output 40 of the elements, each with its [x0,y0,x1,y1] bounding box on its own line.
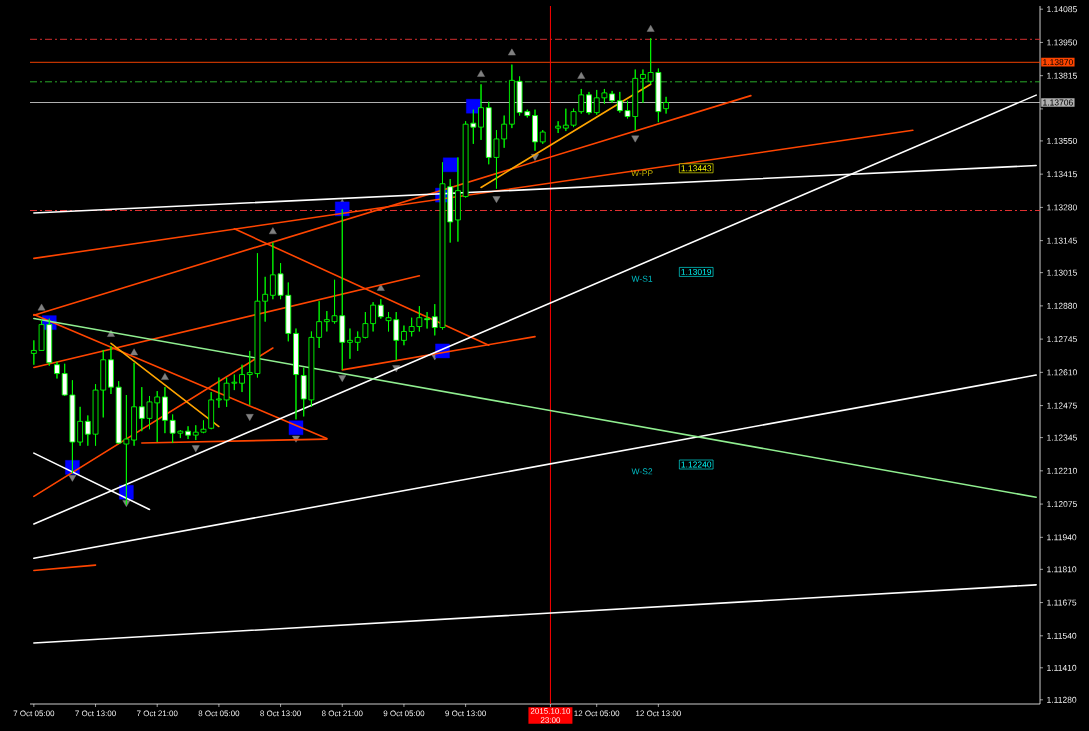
y-tick-label: 1.14085 [1047,6,1077,13]
ref-line-label: 1.13870 [1043,59,1073,66]
y-tick-label: 1.13950 [1047,39,1077,46]
y-tick-label: 1.13415 [1047,171,1077,178]
x-tick-label: 7 Oct 05:00 [13,710,55,717]
annotation: W-S2 [631,468,653,475]
y-tick-label: 1.12745 [1047,336,1077,343]
y-tick-label: 1.11280 [1047,696,1077,703]
y-tick-label: 1.13015 [1047,269,1077,276]
y-tick-label: 1.12880 [1047,302,1077,309]
annotation: W-PP [631,170,653,177]
y-tick-label: 1.12475 [1047,402,1077,409]
x-tick-label: 8 Oct 13:00 [260,710,301,717]
y-tick-label: 1.11810 [1047,566,1077,573]
y-tick-label: 1.13815 [1047,72,1077,79]
y-tick-label: 1.11410 [1047,664,1077,671]
y-tick-label: 1.11540 [1047,632,1077,639]
annotation: W-S1 [631,275,653,282]
x-tick-label: 2015.10.10 23:00 [530,708,571,723]
x-tick-label: 12 Oct 05:00 [574,710,620,717]
y-tick-label: 1.12210 [1047,467,1077,474]
annotation: 1.13443 [681,165,712,172]
y-tick-label: 1.12075 [1047,501,1077,508]
annotation: 1.13019 [681,268,712,275]
y-tick-label: 1.11940 [1047,534,1077,541]
x-tick-label: 7 Oct 21:00 [136,710,178,717]
y-tick-label: 1.13550 [1047,137,1077,144]
y-tick-label: 1.12610 [1047,369,1077,376]
x-tick-label: 8 Oct 05:00 [198,710,240,717]
x-tick-label: 9 Oct 13:00 [445,710,486,717]
x-tick-label: 12 Oct 13:00 [636,710,681,717]
y-tick-label: 1.13145 [1047,237,1077,244]
y-tick-label: 1.12345 [1047,434,1077,441]
x-tick-label: 7 Oct 13:00 [75,710,116,717]
x-tick-label: 9 Oct 05:00 [383,710,425,717]
x-tick-label: 8 Oct 21:00 [321,710,363,717]
y-tick-label: 1.11675 [1047,599,1077,606]
annotation: 1.12240 [681,461,712,468]
ref-line-label: 1.13706 [1043,99,1073,106]
y-tick-label: 1.13280 [1047,204,1077,211]
